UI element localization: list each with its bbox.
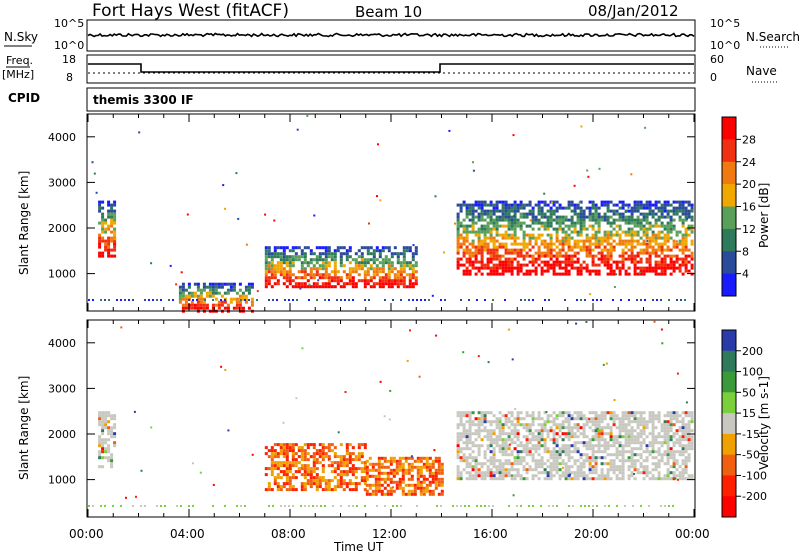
velocity-echo-region bbox=[456, 411, 694, 481]
velocity-colorbar-tick: 50 bbox=[742, 386, 756, 399]
velocity-colorbar-swatch bbox=[722, 475, 736, 497]
station-title: Fort Hays West (fitACF) bbox=[92, 1, 289, 21]
freq-trace bbox=[88, 63, 694, 73]
velocity-colorbar-tick: -100 bbox=[742, 469, 767, 482]
power-colorbar-tick: 12 bbox=[742, 223, 756, 236]
freq-unit-label: [MHz] bbox=[2, 68, 34, 81]
time-axis: 00:00 04:00 08:00 12:00 16:00 20:00 00:00 bbox=[69, 527, 710, 541]
x-axis-label: Time UT bbox=[333, 540, 384, 554]
power-axes: 1000 2000 3000 4000 bbox=[48, 114, 695, 311]
cpid-value: themis 3300 IF bbox=[93, 93, 194, 107]
velocity-colorbar-swatch bbox=[722, 392, 736, 414]
power-colorbar-swatch bbox=[722, 273, 736, 297]
noise-panel: N.Sky 10^5 10^0 10^5 10^0 N.Search bbox=[4, 17, 800, 52]
power-echo-region bbox=[178, 282, 254, 313]
time-tick-label: 16:00 bbox=[473, 527, 508, 541]
velocity-colorbar-tick: -50 bbox=[742, 449, 760, 462]
power-colorbar-swatch bbox=[722, 161, 736, 185]
power-ytick-label: 3000 bbox=[48, 176, 76, 189]
freq-label: Freq. bbox=[6, 54, 33, 67]
power-panel: 1000 2000 3000 4000 Slant Range [km] 4 8 12 16… bbox=[17, 113, 771, 313]
velocity-colorbar-tick: 100 bbox=[742, 366, 763, 379]
power-echo-region bbox=[264, 246, 418, 289]
velocity-axes: 1000 2000 3000 4000 bbox=[48, 320, 695, 517]
velocity-ytick-label: 4000 bbox=[48, 337, 76, 350]
velocity-colorbar-swatch bbox=[722, 350, 736, 373]
noise-tick-right-top: 10^5 bbox=[710, 17, 740, 30]
nsky-label: N.Sky bbox=[4, 30, 38, 44]
velocity-echo-layer bbox=[88, 320, 694, 507]
power-echo-region bbox=[98, 200, 117, 258]
velocity-colorbar-swatch bbox=[722, 330, 736, 352]
power-ytick-label: 1000 bbox=[48, 268, 76, 281]
time-tick-label: 08:00 bbox=[271, 527, 306, 541]
power-colorbar-label: Power [dB] bbox=[757, 183, 771, 248]
power-colorbar-tick: 8 bbox=[742, 245, 749, 258]
power-colorbar: 4 8 12 16 20 24 28 bbox=[721, 116, 756, 297]
velocity-colorbar-tick: 200 bbox=[742, 345, 763, 358]
power-echo-region bbox=[456, 200, 694, 276]
velocity-colorbar-swatch bbox=[722, 496, 736, 518]
nsearch-label: N.Search bbox=[746, 30, 800, 44]
freq-panel: Freq. [MHz] 18 8 60 0 Nave bbox=[2, 53, 778, 84]
velocity-echo-region bbox=[264, 443, 367, 492]
power-ytick-label: 4000 bbox=[48, 131, 76, 144]
velocity-colorbar-tick: -15 bbox=[742, 428, 760, 441]
time-tick-label: 04:00 bbox=[170, 527, 205, 541]
power-colorbar-swatch bbox=[722, 139, 736, 163]
velocity-colorbar-swatch bbox=[722, 371, 736, 393]
noise-tick-left-top: 10^5 bbox=[54, 17, 84, 30]
velocity-scatter-points bbox=[120, 320, 688, 499]
power-colorbar-tick: 20 bbox=[742, 178, 756, 191]
cpid-panel: CPID themis 3300 IF bbox=[8, 87, 696, 112]
time-tick-label: 20:00 bbox=[574, 527, 609, 541]
nave-label: Nave bbox=[746, 64, 777, 78]
date-title: 08/Jan/2012 bbox=[588, 2, 679, 20]
velocity-panel: 1000 2000 3000 4000 Slant Range [km] 200 100… bbox=[17, 319, 771, 518]
time-tick-label: 12:00 bbox=[372, 527, 407, 541]
power-ytick-label: 2000 bbox=[48, 222, 76, 235]
nave-tick-bottom: 0 bbox=[710, 71, 717, 84]
power-colorbar-swatch bbox=[722, 184, 736, 207]
freq-tick-top: 18 bbox=[62, 53, 76, 66]
power-colorbar-tick: 28 bbox=[742, 133, 756, 146]
velocity-y-axis-label: Slant Range [km] bbox=[17, 376, 31, 480]
beam-title: Beam 10 bbox=[355, 3, 422, 21]
power-colorbar-swatch bbox=[722, 117, 736, 140]
freq-tick-bottom: 8 bbox=[66, 71, 73, 84]
power-y-axis-label: Slant Range [km] bbox=[17, 171, 31, 275]
velocity-colorbar-swatch bbox=[722, 413, 736, 435]
velocity-colorbar: 200 100 50 15 -15 -50 -100 -200 bbox=[721, 329, 767, 518]
velocity-colorbar-label: Velocity [m s-1] bbox=[757, 376, 771, 470]
power-scatter-points bbox=[91, 114, 691, 297]
power-colorbar-swatch bbox=[722, 206, 736, 230]
velocity-near-range-band bbox=[88, 505, 674, 507]
nave-tick-top: 60 bbox=[710, 53, 724, 66]
noise-tick-right-bottom: 10^0 bbox=[710, 39, 740, 52]
noise-tick-left-bottom: 10^0 bbox=[54, 39, 84, 52]
power-colorbar-tick: 24 bbox=[742, 156, 756, 169]
time-tick-label: 00:00 bbox=[675, 527, 710, 541]
power-colorbar-swatch bbox=[722, 251, 736, 275]
velocity-colorbar-tick: -200 bbox=[742, 490, 767, 503]
velocity-ytick-label: 1000 bbox=[48, 474, 76, 487]
velocity-colorbar-tick: 15 bbox=[742, 407, 756, 420]
velocity-colorbar-swatch bbox=[722, 433, 736, 456]
velocity-echo-region bbox=[98, 411, 117, 469]
velocity-colorbar-swatch bbox=[722, 454, 736, 476]
velocity-ytick-label: 2000 bbox=[48, 428, 76, 441]
cpid-label: CPID bbox=[8, 91, 40, 105]
velocity-echo-region bbox=[365, 456, 444, 496]
power-echo-layer bbox=[88, 114, 694, 313]
power-colorbar-swatch bbox=[722, 228, 736, 252]
power-colorbar-tick: 4 bbox=[742, 268, 749, 281]
power-colorbar-tick: 16 bbox=[742, 201, 756, 214]
time-tick-label: 00:00 bbox=[69, 527, 104, 541]
nsky-trace bbox=[87, 32, 695, 38]
velocity-ytick-label: 3000 bbox=[48, 382, 76, 395]
power-near-range-band bbox=[88, 299, 686, 301]
